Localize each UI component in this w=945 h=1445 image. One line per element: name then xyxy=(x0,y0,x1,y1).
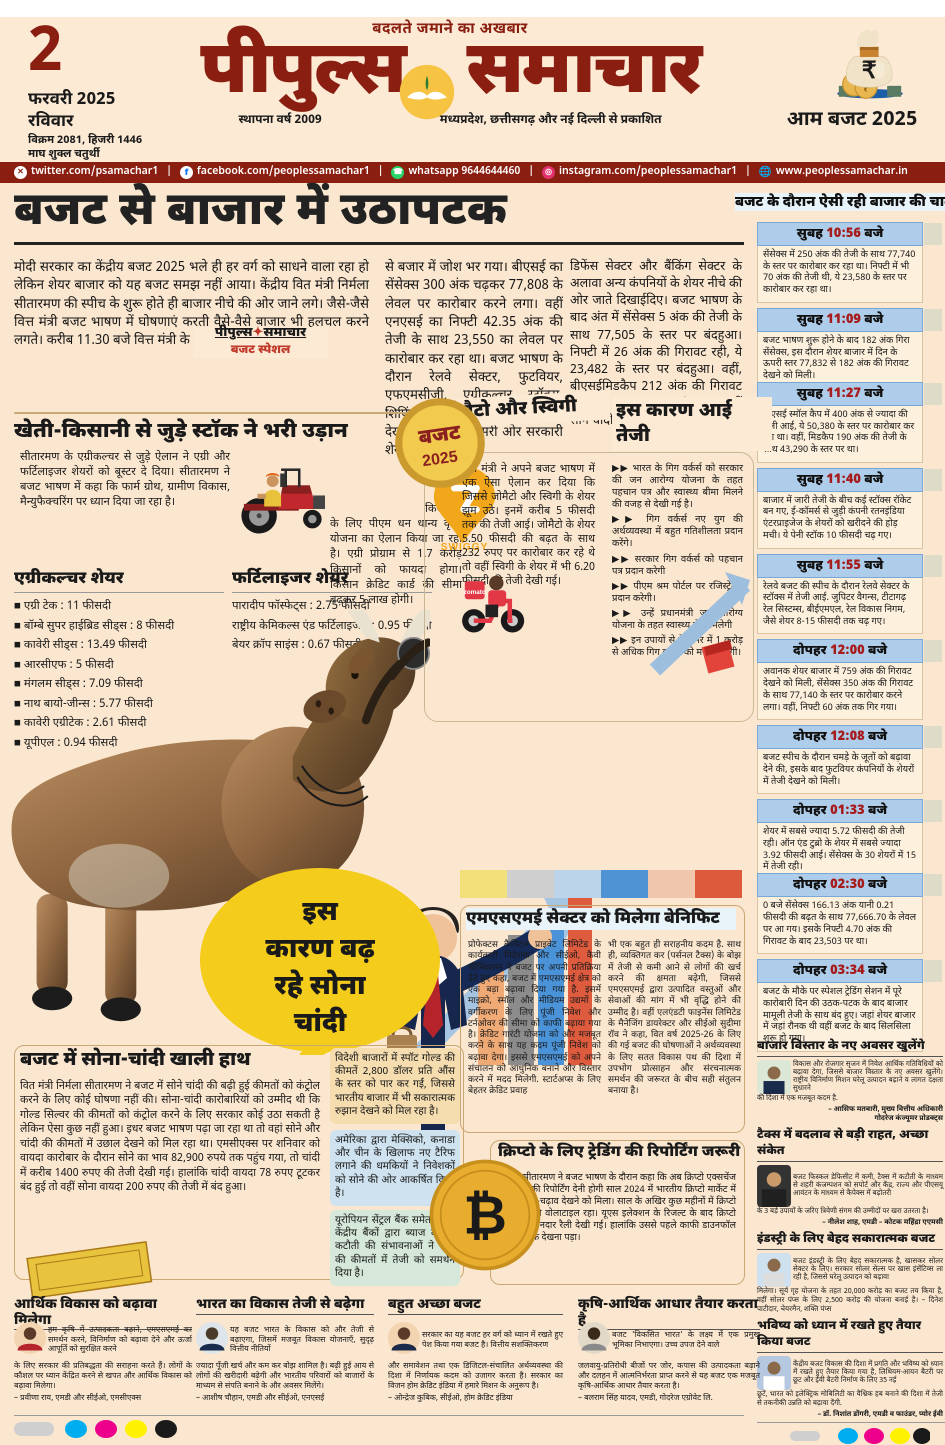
svg-text:₹: ₹ xyxy=(862,57,877,83)
svg-text:zomato: zomato xyxy=(464,589,486,596)
svg-text:कारण बढ़: कारण बढ़ xyxy=(265,934,375,969)
svg-text:₿: ₿ xyxy=(463,1186,507,1245)
svg-text:रहे सोना: रहे सोना xyxy=(274,969,366,1006)
svg-text:चांदी: चांदी xyxy=(294,1007,347,1043)
svg-text:इस: इस xyxy=(302,897,339,932)
